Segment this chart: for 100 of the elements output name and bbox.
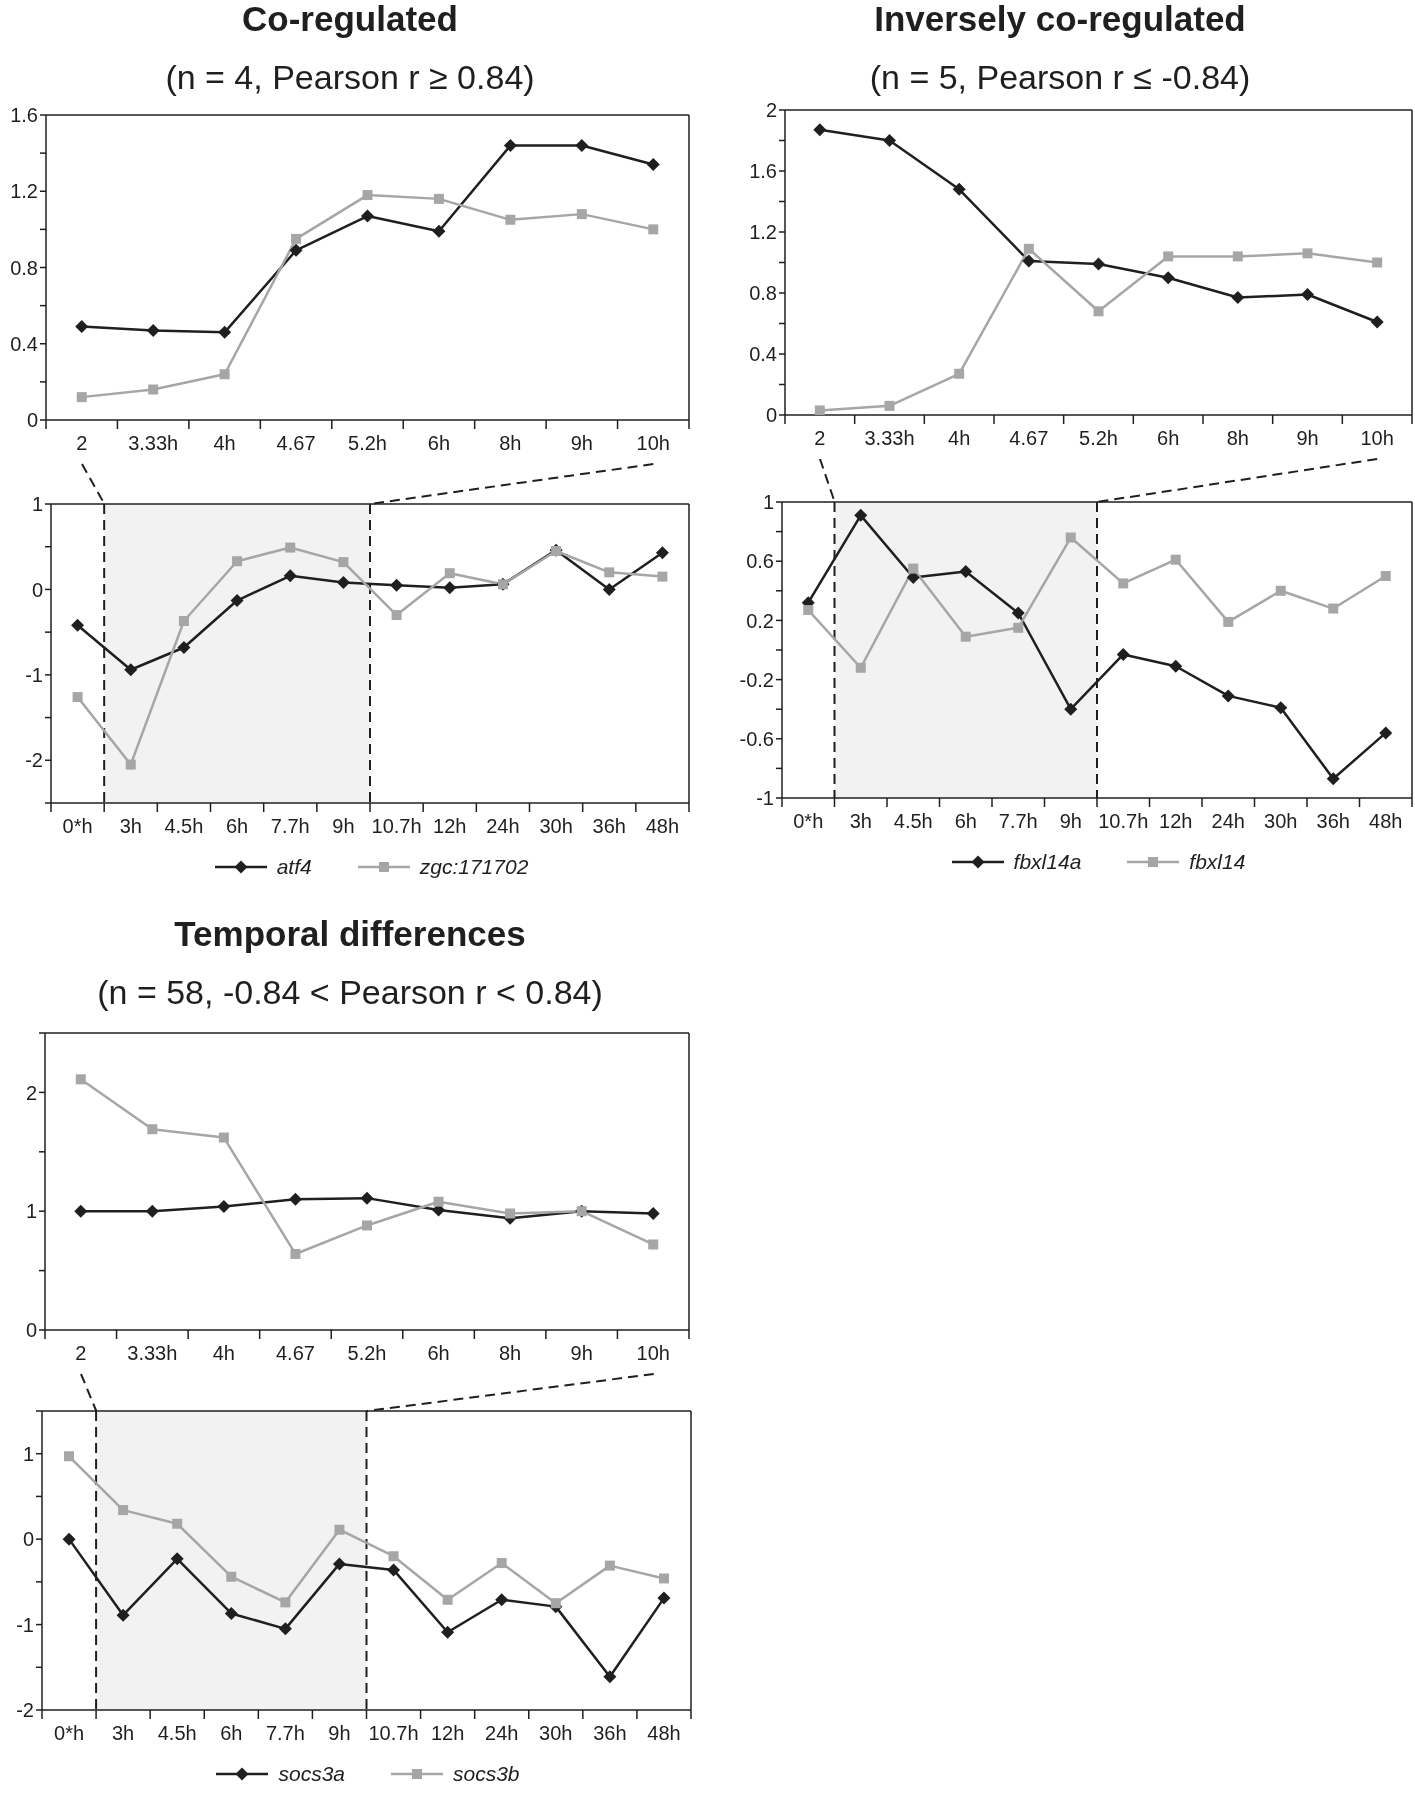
x-tick-label: 10.7h [1098, 810, 1149, 832]
point [505, 1208, 516, 1219]
point [1022, 254, 1036, 268]
x-tick-label: 48h [645, 815, 680, 837]
x-tick-label: 2 [814, 427, 826, 449]
y-tick-label: -2 [25, 749, 43, 772]
point [657, 1591, 671, 1605]
point [178, 616, 189, 627]
point [172, 1518, 183, 1529]
x-tick-label: 9h [328, 1722, 351, 1744]
point [1302, 248, 1313, 259]
chart-subtitle: (n = 58, -0.84 < Pearson r < 0.84) [96, 973, 604, 1011]
point [1379, 726, 1393, 740]
x-tick-label: 4.5h [164, 815, 204, 837]
point [495, 1593, 509, 1607]
y-tick-label: -0.2 [739, 668, 774, 691]
x-tick-label: 4h [213, 432, 236, 454]
y-tick-label: -1 [756, 787, 774, 810]
point [1274, 701, 1288, 715]
legend-label: socs3b [453, 1762, 520, 1786]
point [1161, 271, 1175, 285]
x-tick-label: 24h [485, 1722, 519, 1744]
point [145, 1204, 159, 1218]
x-tick-label: 3.33h [864, 427, 915, 449]
point [388, 1551, 399, 1562]
point [550, 1598, 561, 1609]
point [1013, 622, 1024, 633]
point [1118, 578, 1129, 589]
point [280, 1597, 291, 1608]
point [648, 224, 659, 235]
x-tick-label: 3h [849, 810, 872, 832]
point [336, 576, 350, 590]
point [1092, 257, 1105, 271]
point [433, 1196, 444, 1207]
point [71, 618, 85, 632]
point [433, 193, 444, 204]
x-tick-label: 4.67 [1009, 427, 1049, 449]
x-tick-label: 7.7h [998, 810, 1038, 832]
point [390, 578, 404, 592]
y-tick-label: 0 [26, 409, 38, 432]
point [118, 1505, 129, 1516]
point [334, 1524, 345, 1535]
point [75, 1074, 86, 1085]
point [232, 556, 243, 567]
y-tick-label: 0 [22, 1528, 34, 1551]
x-tick-label: 24h [1211, 810, 1245, 832]
point [72, 692, 83, 703]
x-tick-label: 36h [592, 815, 626, 837]
legend-label: fbxl14a [1013, 850, 1082, 874]
x-tick-label: 6h [954, 810, 977, 832]
point [443, 581, 457, 595]
point [908, 563, 919, 574]
point [64, 1451, 75, 1462]
point [646, 158, 660, 172]
point [217, 1199, 231, 1213]
point [1328, 603, 1339, 614]
y-tick-label: 0.8 [10, 256, 38, 279]
point [657, 571, 668, 582]
y-tick-label: -1 [16, 1613, 34, 1636]
x-tick-label: 8h [498, 1342, 522, 1364]
x-tick-label: 12h [433, 815, 467, 837]
x-tick-label: 2 [76, 432, 88, 454]
y-tick-label: 1 [31, 493, 43, 516]
chart-title: Inversely co-regulated [873, 0, 1247, 38]
x-tick-label: 10h [1360, 427, 1394, 449]
x-tick-label: 9h [570, 1342, 593, 1364]
point [1116, 647, 1130, 661]
point [1275, 585, 1286, 596]
point [503, 139, 517, 152]
legend-label: socs3a [278, 1762, 345, 1786]
point [278, 1622, 292, 1636]
y-tick-label: -0.6 [739, 727, 774, 750]
point [224, 1606, 238, 1620]
y-tick-label: 0 [25, 1319, 37, 1342]
x-tick-label: 4.5h [157, 1722, 197, 1744]
chart-subtitle: (n = 5, Pearson r ≤ -0.84) [868, 58, 1252, 96]
point [170, 1552, 184, 1566]
point [803, 605, 814, 616]
y-tick-label: 0.8 [749, 282, 777, 305]
x-tick-label: 5.2h [1079, 427, 1118, 449]
point [505, 214, 516, 225]
point [1223, 616, 1234, 627]
point [75, 320, 89, 334]
x-tick-label: 3.33h [127, 1342, 178, 1364]
x-tick-label: 10.7h [371, 815, 422, 837]
point [1370, 315, 1384, 329]
x-tick-label: 10h [636, 432, 670, 454]
point [230, 594, 244, 608]
x-tick-label: 6h [1157, 427, 1180, 449]
x-tick-label: 9h [1059, 810, 1082, 832]
point [285, 542, 296, 553]
legend-label: fbxl14 [1189, 850, 1246, 874]
x-tick-label: 4.5h [893, 810, 933, 832]
point [432, 224, 446, 238]
y-tick-label: 1 [762, 491, 774, 514]
x-tick-label: 30h [539, 815, 573, 837]
x-tick-label: 0*h [793, 810, 824, 832]
point [76, 392, 87, 403]
point [362, 190, 373, 201]
point [1301, 288, 1314, 302]
